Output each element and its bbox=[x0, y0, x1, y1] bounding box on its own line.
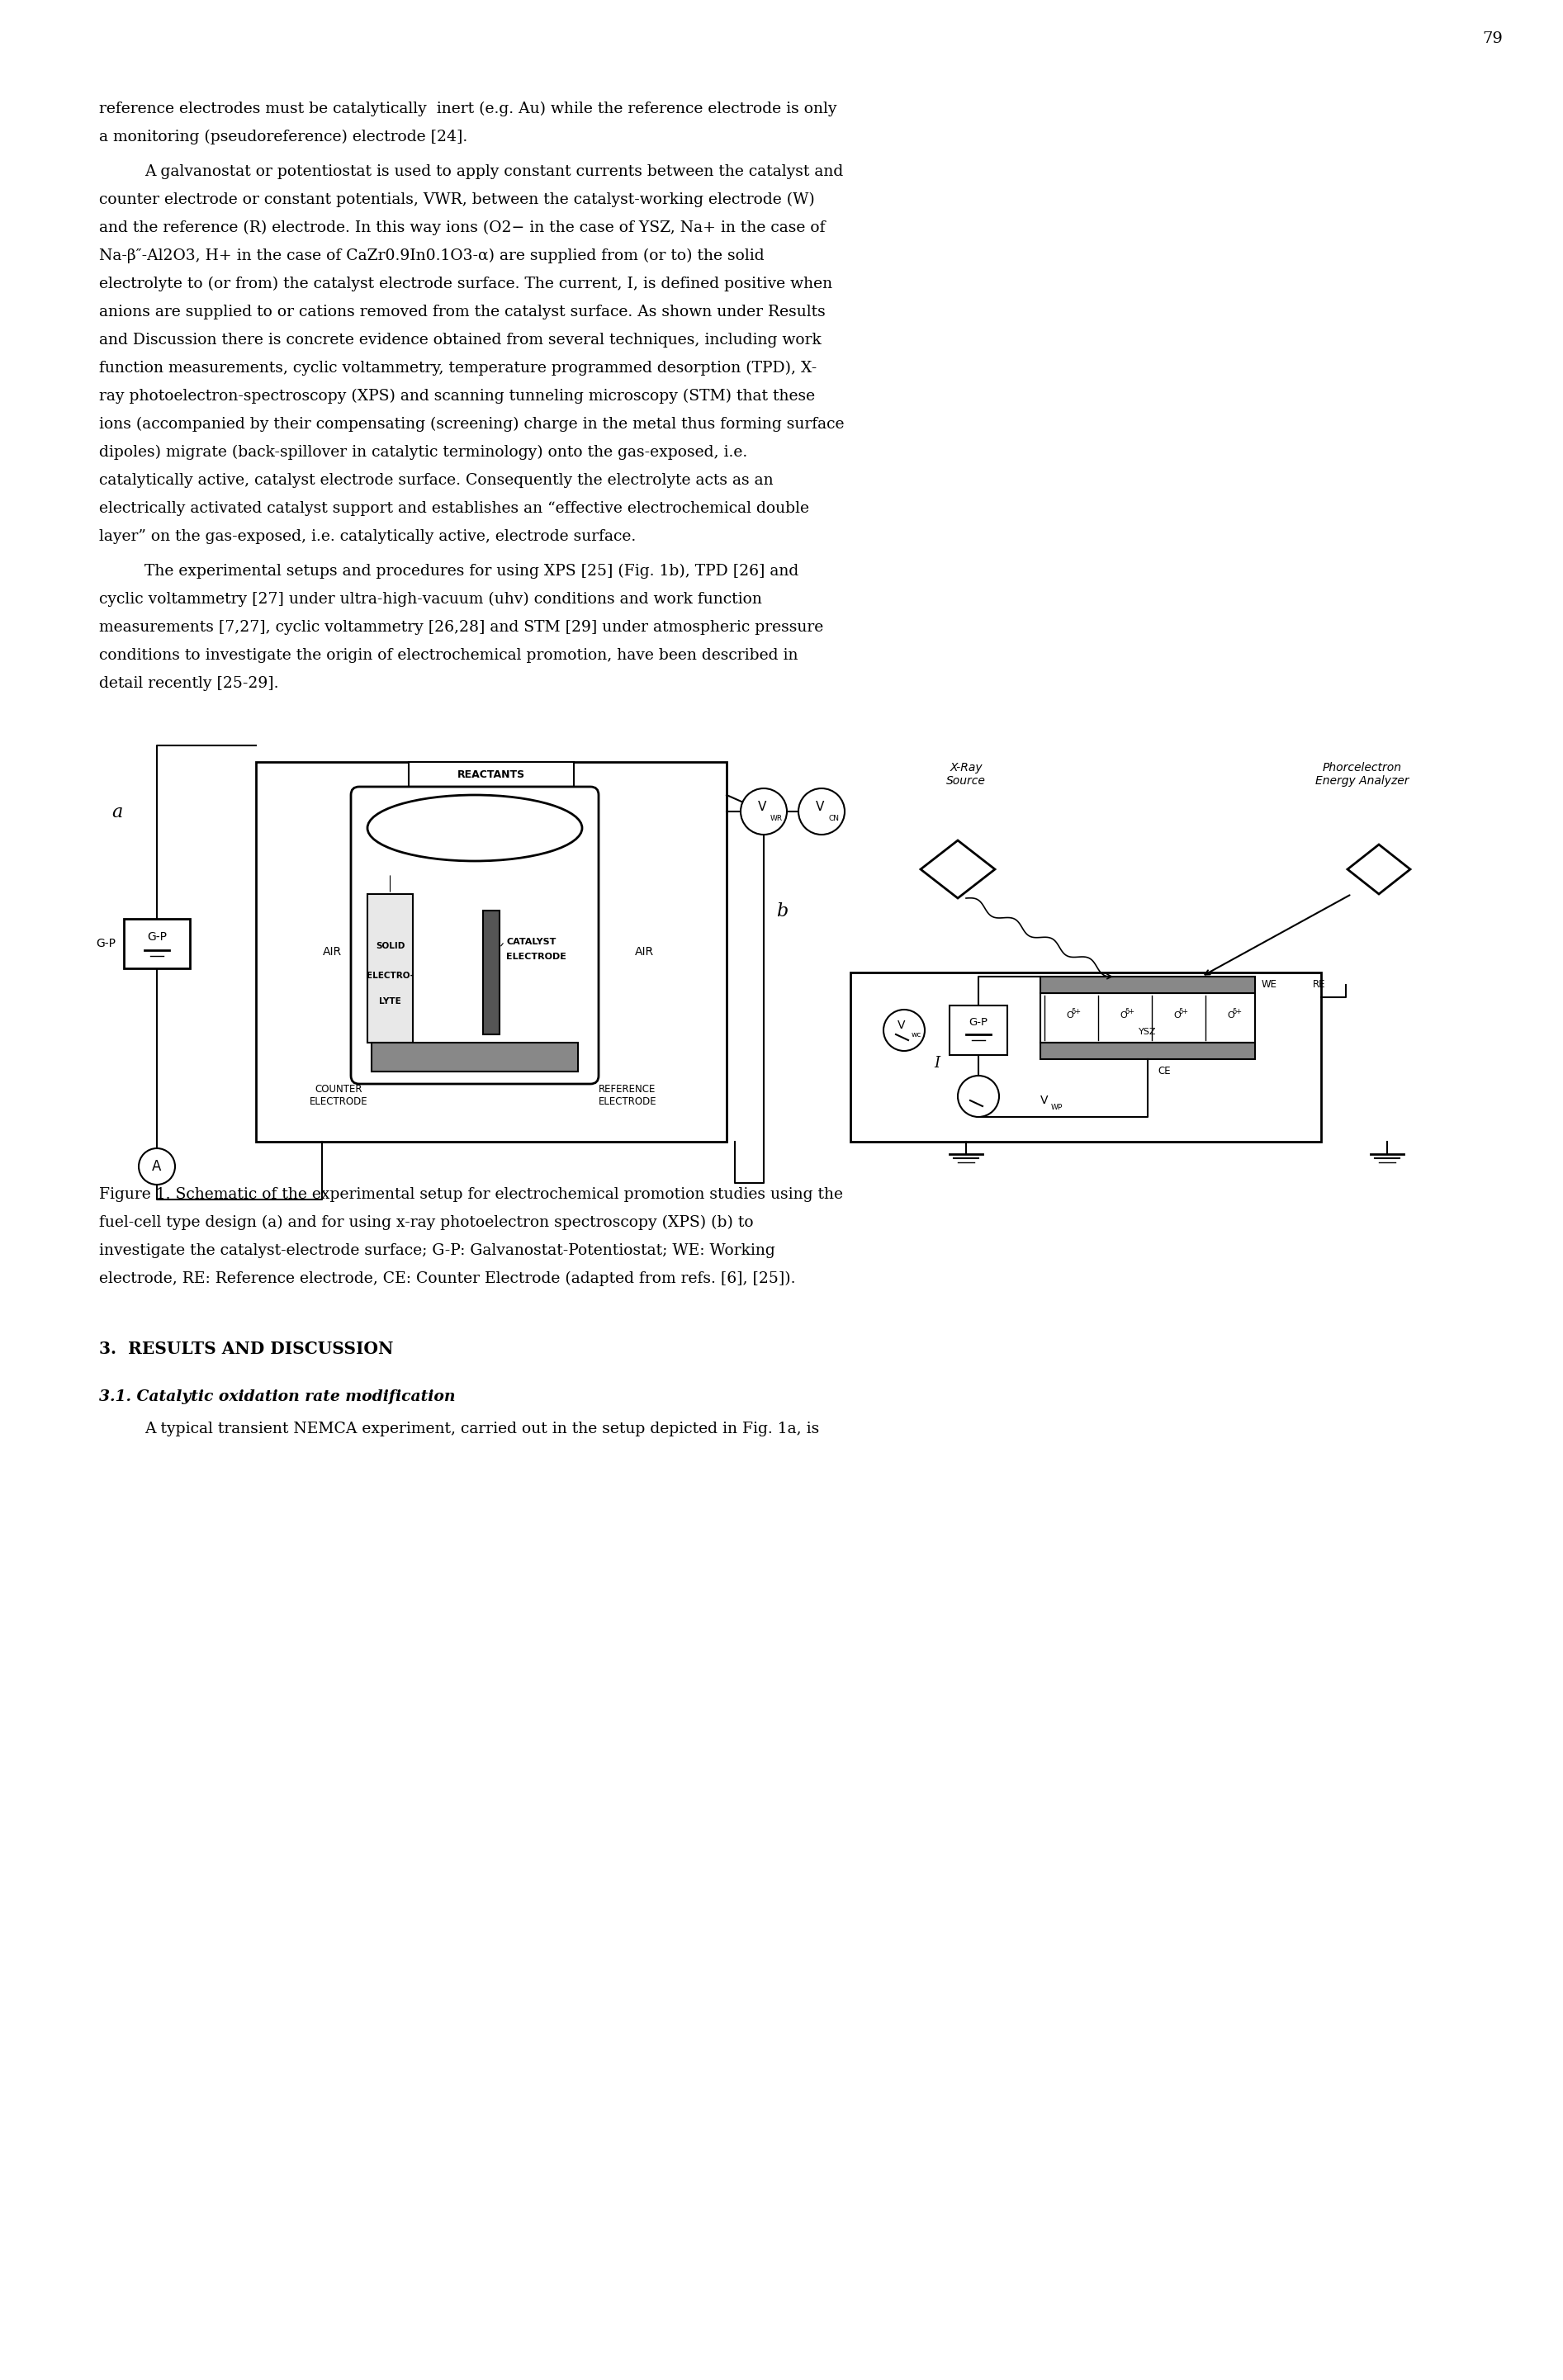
Text: AIR: AIR bbox=[635, 947, 653, 957]
Text: I: I bbox=[935, 1057, 939, 1071]
Text: function measurements, cyclic voltammetry, temperature programmed desorption (TP: function measurements, cyclic voltammetr… bbox=[98, 362, 817, 376]
Polygon shape bbox=[921, 840, 996, 897]
Text: CATALYST: CATALYST bbox=[506, 938, 556, 945]
Text: δ+: δ+ bbox=[1232, 1007, 1243, 1014]
Ellipse shape bbox=[367, 795, 581, 862]
Text: 3.  RESULTS AND DISCUSSION: 3. RESULTS AND DISCUSSION bbox=[98, 1340, 394, 1357]
Text: investigate the catalyst-electrode surface; G-P: Galvanostat-Potentiostat; WE: W: investigate the catalyst-electrode surfa… bbox=[98, 1242, 775, 1259]
Text: O: O bbox=[1066, 1011, 1074, 1019]
Text: a monitoring (pseudoreference) electrode [24].: a monitoring (pseudoreference) electrode… bbox=[98, 129, 467, 145]
Text: a: a bbox=[111, 802, 122, 821]
Text: O: O bbox=[1174, 1011, 1180, 1019]
Text: WP: WP bbox=[1050, 1104, 1063, 1111]
Text: The experimental setups and procedures for using XPS [25] (Fig. 1b), TPD [26] an: The experimental setups and procedures f… bbox=[144, 564, 799, 578]
Text: δ+: δ+ bbox=[1071, 1007, 1082, 1014]
Circle shape bbox=[958, 1076, 999, 1116]
Text: A typical transient NEMCA experiment, carried out in the setup depicted in Fig. : A typical transient NEMCA experiment, ca… bbox=[144, 1421, 819, 1438]
Text: anions are supplied to or cations removed from the catalyst surface. As shown un: anions are supplied to or cations remove… bbox=[98, 305, 825, 319]
Text: A: A bbox=[152, 1159, 161, 1173]
Bar bbox=[372, 1042, 578, 1071]
Circle shape bbox=[883, 1009, 925, 1052]
Text: WE: WE bbox=[1261, 981, 1277, 990]
Text: ray photoelectron-spectroscopy (XPS) and scanning tunneling microscopy (STM) tha: ray photoelectron-spectroscopy (XPS) and… bbox=[98, 388, 814, 405]
Text: COUNTER
ELECTRODE: COUNTER ELECTRODE bbox=[309, 1083, 367, 1107]
Bar bbox=[483, 912, 500, 1035]
Text: V: V bbox=[816, 802, 824, 814]
Text: catalytically active, catalyst electrode surface. Consequently the electrolyte a: catalytically active, catalyst electrode… bbox=[98, 474, 774, 488]
Circle shape bbox=[799, 788, 844, 835]
Text: fuel-cell type design (a) and for using x-ray photoelectron spectroscopy (XPS) (: fuel-cell type design (a) and for using … bbox=[98, 1216, 753, 1230]
Text: δ+: δ+ bbox=[1125, 1007, 1135, 1014]
Text: REACTANTS: REACTANTS bbox=[458, 769, 525, 781]
Text: V: V bbox=[758, 802, 766, 814]
Text: detail recently [25-29].: detail recently [25-29]. bbox=[98, 676, 278, 690]
Bar bbox=[950, 1004, 1007, 1054]
Text: G-P: G-P bbox=[95, 938, 116, 950]
Text: layer” on the gas-exposed, i.e. catalytically active, electrode surface.: layer” on the gas-exposed, i.e. catalyti… bbox=[98, 528, 636, 545]
Text: ELECTRO-: ELECTRO- bbox=[367, 971, 414, 981]
Text: ions (accompanied by their compensating (screening) charge in the metal thus for: ions (accompanied by their compensating … bbox=[98, 416, 844, 431]
Text: dipoles) migrate (back-spillover in catalytic terminology) onto the gas-exposed,: dipoles) migrate (back-spillover in cata… bbox=[98, 445, 747, 459]
Text: SOLID: SOLID bbox=[375, 942, 405, 950]
Text: REFERENCE
ELECTRODE: REFERENCE ELECTRODE bbox=[599, 1083, 656, 1107]
Text: CE: CE bbox=[1158, 1066, 1171, 1076]
Text: δ+: δ+ bbox=[1179, 1007, 1188, 1014]
Text: 3.1. Catalytic oxidation rate modification: 3.1. Catalytic oxidation rate modificati… bbox=[98, 1390, 455, 1404]
Text: AIR: AIR bbox=[324, 947, 342, 957]
Polygon shape bbox=[1347, 845, 1410, 895]
Bar bbox=[256, 762, 727, 1142]
Text: YSZ: YSZ bbox=[1139, 1028, 1157, 1035]
Text: O: O bbox=[1227, 1011, 1235, 1019]
Text: conditions to investigate the origin of electrochemical promotion, have been des: conditions to investigate the origin of … bbox=[98, 647, 799, 664]
Bar bbox=[1041, 976, 1255, 992]
Text: measurements [7,27], cyclic voltammetry [26,28] and STM [29] under atmospheric p: measurements [7,27], cyclic voltammetry … bbox=[98, 619, 824, 635]
Circle shape bbox=[741, 788, 786, 835]
Text: RE: RE bbox=[1313, 981, 1325, 990]
Text: V: V bbox=[1041, 1095, 1049, 1107]
Text: X-Ray
Source: X-Ray Source bbox=[946, 762, 986, 788]
Bar bbox=[367, 895, 413, 1042]
Text: electrically activated catalyst support and establishes an “effective electroche: electrically activated catalyst support … bbox=[98, 502, 810, 516]
FancyBboxPatch shape bbox=[352, 788, 599, 1083]
Text: and the reference (R) electrode. In this way ions (O2− in the case of YSZ, Na+ i: and the reference (R) electrode. In this… bbox=[98, 221, 825, 236]
Bar bbox=[1041, 992, 1255, 1042]
Text: A galvanostat or potentiostat is used to apply constant currents between the cat: A galvanostat or potentiostat is used to… bbox=[144, 164, 842, 178]
Text: Figure 1. Schematic of the experimental setup for electrochemical promotion stud: Figure 1. Schematic of the experimental … bbox=[98, 1188, 842, 1202]
Text: ELECTRODE: ELECTRODE bbox=[506, 952, 566, 962]
Text: electrode, RE: Reference electrode, CE: Counter Electrode (adapted from refs. [6: electrode, RE: Reference electrode, CE: … bbox=[98, 1271, 796, 1285]
Bar bbox=[850, 973, 1321, 1142]
Text: counter electrode or constant potentials, VWR, between the catalyst-working elec: counter electrode or constant potentials… bbox=[98, 193, 814, 207]
Text: cyclic voltammetry [27] under ultra-high-vacuum (uhv) conditions and work functi: cyclic voltammetry [27] under ultra-high… bbox=[98, 593, 763, 607]
Text: and Discussion there is concrete evidence obtained from several techniques, incl: and Discussion there is concrete evidenc… bbox=[98, 333, 821, 347]
Text: reference electrodes must be catalytically  inert (e.g. Au) while the reference : reference electrodes must be catalytical… bbox=[98, 102, 836, 117]
Bar bbox=[408, 762, 574, 788]
Text: G-P: G-P bbox=[147, 931, 167, 942]
Bar bbox=[123, 919, 191, 969]
Text: wc: wc bbox=[911, 1031, 922, 1038]
Circle shape bbox=[139, 1147, 175, 1185]
Bar bbox=[1041, 1042, 1255, 1059]
Text: Na-β″-Al2O3, H+ in the case of CaZr0.9In0.1O3-α) are supplied from (or to) the s: Na-β″-Al2O3, H+ in the case of CaZr0.9In… bbox=[98, 248, 764, 264]
Text: 79: 79 bbox=[1482, 31, 1502, 45]
Text: O: O bbox=[1119, 1011, 1127, 1019]
Text: LYTE: LYTE bbox=[380, 997, 402, 1004]
Text: electrolyte to (or from) the catalyst electrode surface. The current, I, is defi: electrolyte to (or from) the catalyst el… bbox=[98, 276, 833, 293]
Text: WR: WR bbox=[771, 814, 783, 821]
Text: Phorcelectron
Energy Analyzer: Phorcelectron Energy Analyzer bbox=[1316, 762, 1410, 788]
Text: V: V bbox=[897, 1019, 905, 1031]
Text: CN: CN bbox=[828, 814, 839, 821]
Text: b: b bbox=[777, 902, 788, 921]
Text: G-P: G-P bbox=[969, 1016, 988, 1028]
